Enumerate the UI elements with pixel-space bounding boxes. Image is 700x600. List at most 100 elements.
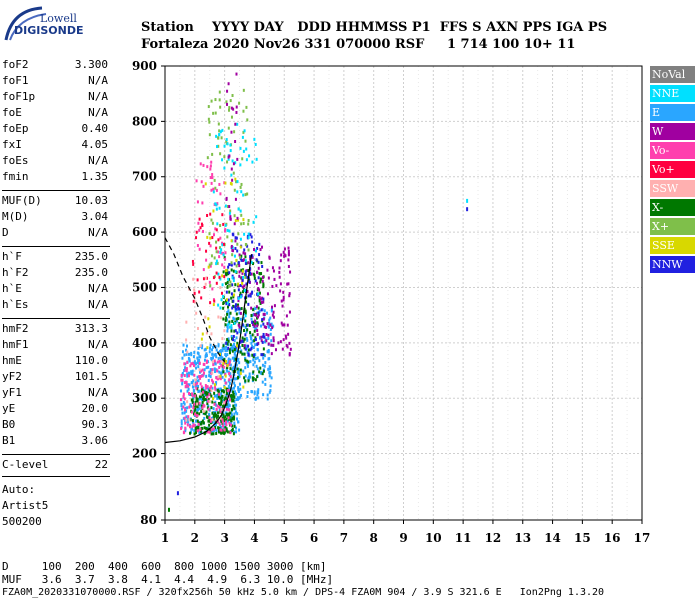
y-tick-label: 200 bbox=[132, 447, 157, 461]
echo-point bbox=[241, 339, 244, 343]
echo-point bbox=[214, 385, 217, 389]
echo-point bbox=[284, 334, 287, 338]
echo-point bbox=[254, 249, 257, 253]
echo-point bbox=[208, 388, 211, 392]
echo-point bbox=[226, 348, 229, 352]
echo-point bbox=[254, 336, 257, 340]
echo-point bbox=[263, 335, 266, 339]
echo-point bbox=[192, 423, 195, 427]
echo-point bbox=[235, 430, 238, 434]
echo-point bbox=[189, 364, 192, 368]
echo-point bbox=[243, 284, 246, 288]
echo-point bbox=[251, 254, 254, 258]
echo-point bbox=[220, 389, 223, 393]
echo-point bbox=[204, 282, 207, 286]
legend-item-vo+: Vo+ bbox=[650, 161, 695, 178]
echo-point bbox=[239, 371, 242, 375]
echo-point bbox=[223, 386, 226, 390]
echo-point bbox=[226, 353, 229, 357]
echo-point bbox=[186, 423, 189, 427]
echo-point bbox=[238, 330, 241, 334]
echo-point bbox=[244, 275, 247, 279]
echo-point bbox=[226, 89, 229, 93]
auto-method: Artist5 bbox=[2, 499, 49, 512]
echo-point bbox=[256, 311, 259, 315]
echo-point bbox=[221, 241, 224, 245]
echo-point bbox=[246, 290, 249, 294]
echo-point bbox=[188, 425, 191, 429]
echo-point bbox=[190, 381, 193, 385]
echo-point bbox=[288, 292, 291, 296]
echo-point bbox=[188, 371, 191, 375]
echo-point bbox=[230, 411, 233, 415]
echo-point bbox=[185, 369, 188, 373]
digisonde-logo bbox=[2, 4, 84, 44]
echo-point bbox=[270, 343, 273, 347]
echo-point bbox=[218, 246, 221, 250]
echo-point bbox=[270, 352, 273, 356]
echo-point bbox=[232, 404, 235, 408]
echo-point bbox=[214, 345, 217, 349]
echo-point bbox=[227, 265, 230, 269]
echo-point bbox=[183, 373, 186, 377]
echo-point bbox=[240, 190, 243, 194]
echo-point bbox=[234, 309, 237, 313]
param-row-hf: h`F 235.0 bbox=[2, 250, 108, 266]
param-name: D bbox=[2, 226, 9, 239]
echo-point bbox=[200, 410, 203, 414]
echo-point bbox=[286, 323, 289, 327]
echo-point bbox=[227, 339, 230, 343]
echo-point bbox=[213, 414, 216, 418]
param-value: N/A bbox=[88, 282, 108, 295]
echo-point bbox=[196, 244, 199, 248]
echo-point bbox=[289, 347, 292, 351]
echo-point bbox=[186, 374, 189, 378]
echo-point bbox=[240, 393, 243, 397]
echo-point bbox=[242, 88, 245, 92]
echo-point bbox=[205, 374, 208, 378]
echo-point bbox=[233, 381, 236, 385]
echo-point bbox=[229, 311, 232, 315]
echo-point bbox=[202, 390, 205, 394]
echo-point bbox=[221, 349, 224, 353]
echo-point bbox=[242, 317, 245, 321]
echo-point bbox=[219, 152, 222, 156]
echo-point bbox=[224, 251, 227, 255]
echo-point bbox=[180, 378, 183, 382]
echo-point bbox=[226, 369, 229, 373]
divider bbox=[2, 190, 110, 191]
echo-point bbox=[236, 341, 239, 345]
echo-point bbox=[230, 387, 233, 391]
echo-point bbox=[238, 270, 241, 274]
echo-point bbox=[267, 324, 270, 328]
x-tick-label: 12 bbox=[485, 531, 502, 545]
echo-point bbox=[232, 171, 235, 175]
echo-point bbox=[218, 129, 221, 133]
echo-point bbox=[238, 428, 241, 432]
echo-point bbox=[268, 390, 271, 394]
echo-point bbox=[236, 376, 239, 380]
echo-point bbox=[227, 399, 230, 403]
echo-point bbox=[229, 372, 232, 376]
header-values: Fortaleza 2020 Nov26 331 070000 RSF 1 71… bbox=[141, 37, 576, 52]
echo-point bbox=[233, 289, 236, 293]
echo-point bbox=[210, 432, 213, 436]
echo-point bbox=[205, 386, 208, 390]
echo-point bbox=[191, 398, 194, 402]
echo-point bbox=[215, 246, 218, 250]
echo-point bbox=[204, 412, 207, 416]
echo-point bbox=[235, 392, 238, 396]
y-tick-label: 800 bbox=[132, 114, 157, 128]
echo-point bbox=[253, 329, 256, 333]
echo-point bbox=[261, 279, 264, 283]
echo-point bbox=[184, 366, 187, 370]
echo-point bbox=[196, 375, 199, 379]
echo-point bbox=[222, 362, 225, 366]
echo-point bbox=[257, 260, 260, 264]
echo-point bbox=[237, 367, 240, 371]
x-tick-label: 3 bbox=[220, 531, 228, 545]
echo-point bbox=[203, 358, 206, 362]
echo-point bbox=[225, 402, 228, 406]
echo-point bbox=[279, 282, 282, 286]
echo-point bbox=[228, 404, 231, 408]
